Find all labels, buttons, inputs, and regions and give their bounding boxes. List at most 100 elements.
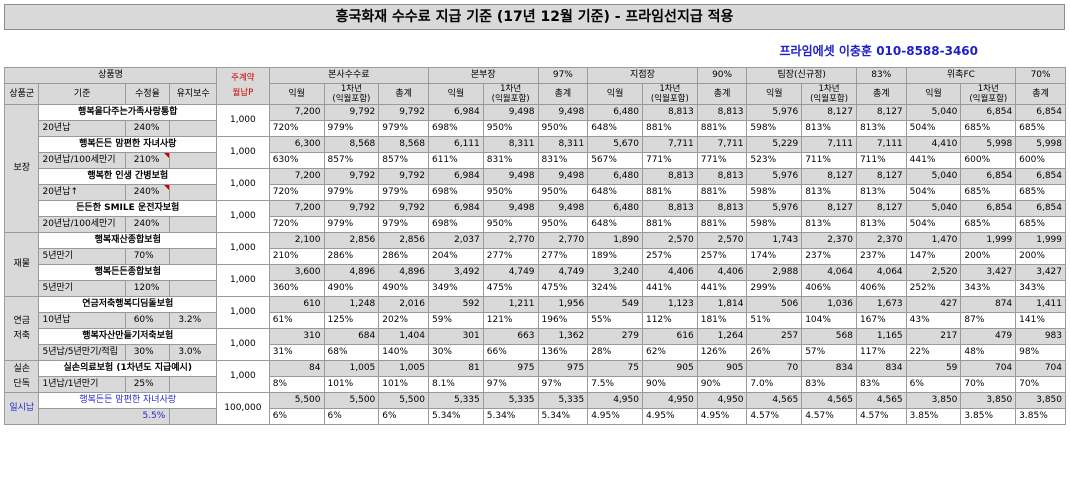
amount-cell: 2,770 — [537, 232, 589, 249]
maint-cell — [169, 408, 217, 425]
amount-cell: 2,770 — [482, 232, 539, 249]
product-detail-row: 20년납/100세만기 240% 720% 979% 979% 698% 950% 950% 6… — [5, 216, 1066, 233]
amount-cell: 5,335 — [537, 392, 589, 409]
header-total: 총계 — [537, 83, 589, 105]
product-row: 행복든든 맘편한 자녀사랑 1,000 6,300 8,568 8,568 6,111 8,… — [5, 136, 1066, 169]
amount-cell: 7,111 — [801, 136, 857, 153]
amount-cell: 1,123 — [641, 296, 698, 313]
product-name: 행복한 인생 간병보험 — [38, 168, 217, 185]
product-detail-row: 10년납 60% 3.2% 61% 125% 202% 59% 121% 196% 55% 112%… — [5, 312, 1066, 329]
amount-cell: 592 — [427, 296, 484, 313]
percent-cell: 648% — [587, 120, 643, 137]
amount-cell: 4,950 — [587, 392, 643, 409]
amount-cell: 3,492 — [427, 264, 484, 281]
percent-cell: 598% — [746, 184, 803, 201]
amount-cell: 1,005 — [378, 360, 429, 377]
amount-cell: 8,813 — [641, 168, 698, 185]
percent-cell: 97% — [482, 376, 539, 393]
percent-cell: 567% — [587, 152, 643, 169]
percent-cell: 881% — [696, 216, 748, 233]
rate-cell: 30% — [124, 344, 171, 361]
amount-cell: 1,211 — [482, 296, 539, 313]
amount-cell: 1,743 — [746, 232, 803, 249]
percent-cell: 48% — [960, 344, 1017, 361]
amount-cell: 479 — [960, 328, 1017, 345]
percent-cell: 611% — [427, 152, 484, 169]
percent-cell: 685% — [1015, 216, 1066, 233]
amount-cell: 3,240 — [587, 264, 643, 281]
percent-cell: 277% — [482, 248, 539, 265]
percent-cell: 204% — [427, 248, 484, 265]
amount-cell: 7,111 — [855, 136, 907, 153]
amount-cell: 6,854 — [1015, 200, 1066, 217]
amount-cell: 2,570 — [641, 232, 698, 249]
basis-cell: 5년만기 — [38, 248, 126, 265]
amount-cell: 427 — [905, 296, 962, 313]
percent-cell: 7.5% — [587, 376, 643, 393]
percent-cell: 648% — [587, 216, 643, 233]
amount-cell: 59 — [905, 360, 962, 377]
amount-cell: 9,792 — [378, 104, 429, 121]
product-detail-row: 5.5% 6% 6% 6% 5.34% 5.34% 5.34% 4.95% 4.95% 4.95%… — [5, 408, 1066, 425]
percent-cell: 237% — [855, 248, 907, 265]
amount-cell: 1,362 — [537, 328, 589, 345]
amount-cell: 2,370 — [855, 232, 907, 249]
product-detail-row: 1년납/1년만기 25% 8% 101% 101% 8.1% 97% 97% 7.5% 90% 90… — [5, 376, 1066, 393]
header-row-2: 상품군 기준 수정율 유지보수 익월 1차년 (익월포함) 총계 익월 1차년 (익월포… — [3, 83, 1066, 105]
amount-cell: 1,165 — [855, 328, 907, 345]
percent-cell: 698% — [427, 120, 484, 137]
percent-cell: 771% — [696, 152, 748, 169]
amount-cell: 8,127 — [855, 168, 907, 185]
percent-cell: 26% — [746, 344, 803, 361]
amount-cell: 8,127 — [801, 104, 857, 121]
percent-cell: 598% — [746, 120, 803, 137]
percent-cell: 125% — [323, 312, 380, 329]
product-name: 든든한 SMILE 운전자보험 — [38, 200, 217, 217]
product-name: 행복자산만들기저축보험 — [38, 328, 217, 345]
percent-cell: 698% — [427, 184, 484, 201]
amount-cell: 704 — [960, 360, 1017, 377]
percent-cell: 720% — [268, 120, 325, 137]
amount-cell: 310 — [268, 328, 325, 345]
amount-cell: 5,976 — [746, 168, 803, 185]
amount-cell: 5,500 — [268, 392, 325, 409]
percent-cell: 3.85% — [1015, 408, 1066, 425]
product-row: 재물 행복재산종합보험 1,000 2,100 2,856 2,856 2,037 2,770… — [3, 232, 1066, 297]
percent-cell: 257% — [696, 248, 748, 265]
percent-cell: 950% — [537, 120, 589, 137]
amount-cell: 4,950 — [696, 392, 748, 409]
percent-cell: 4.57% — [746, 408, 803, 425]
amount-cell: 2,370 — [801, 232, 857, 249]
percent-cell: 881% — [696, 120, 748, 137]
percent-cell: 857% — [378, 152, 429, 169]
maint-cell — [169, 120, 217, 137]
percent-cell: 57% — [801, 344, 857, 361]
header-y1: 1차년 (익월포함) — [641, 83, 698, 105]
percent-cell: 685% — [960, 120, 1017, 137]
product-detail-row: 20년납 240% 720% 979% 979% 698% 950% 950% 648% 881%… — [5, 120, 1066, 137]
header-fc-rate: 70% — [1015, 67, 1066, 84]
rate-cell: 70% — [124, 248, 171, 265]
percent-cell: 523% — [746, 152, 803, 169]
percent-cell: 5.34% — [427, 408, 484, 425]
amount-cell: 2,988 — [746, 264, 803, 281]
percent-cell: 711% — [801, 152, 857, 169]
percent-cell: 141% — [1015, 312, 1066, 329]
rate-cell: 240% — [124, 216, 171, 233]
basis-cell: 10년납 — [38, 312, 126, 329]
percent-cell: 286% — [323, 248, 380, 265]
amount-cell: 1,890 — [587, 232, 643, 249]
amount-cell: 4,406 — [641, 264, 698, 281]
percent-cell: 720% — [268, 184, 325, 201]
amount-cell: 1,470 — [905, 232, 962, 249]
basis-cell: 20년납/100세만기 — [38, 152, 126, 169]
percent-cell: 61% — [268, 312, 325, 329]
header-rate: 수정율 — [124, 83, 171, 105]
percent-cell: 771% — [641, 152, 698, 169]
product-row: 행복든든종합보험 1,000 3,600 4,896 4,896 3,492 4,749 4,… — [5, 264, 1066, 297]
amount-cell: 217 — [905, 328, 962, 345]
percent-cell: 6% — [323, 408, 380, 425]
amount-cell: 4,406 — [696, 264, 748, 281]
rate-cell: 240% — [124, 120, 171, 137]
percent-cell: 441% — [696, 280, 748, 297]
